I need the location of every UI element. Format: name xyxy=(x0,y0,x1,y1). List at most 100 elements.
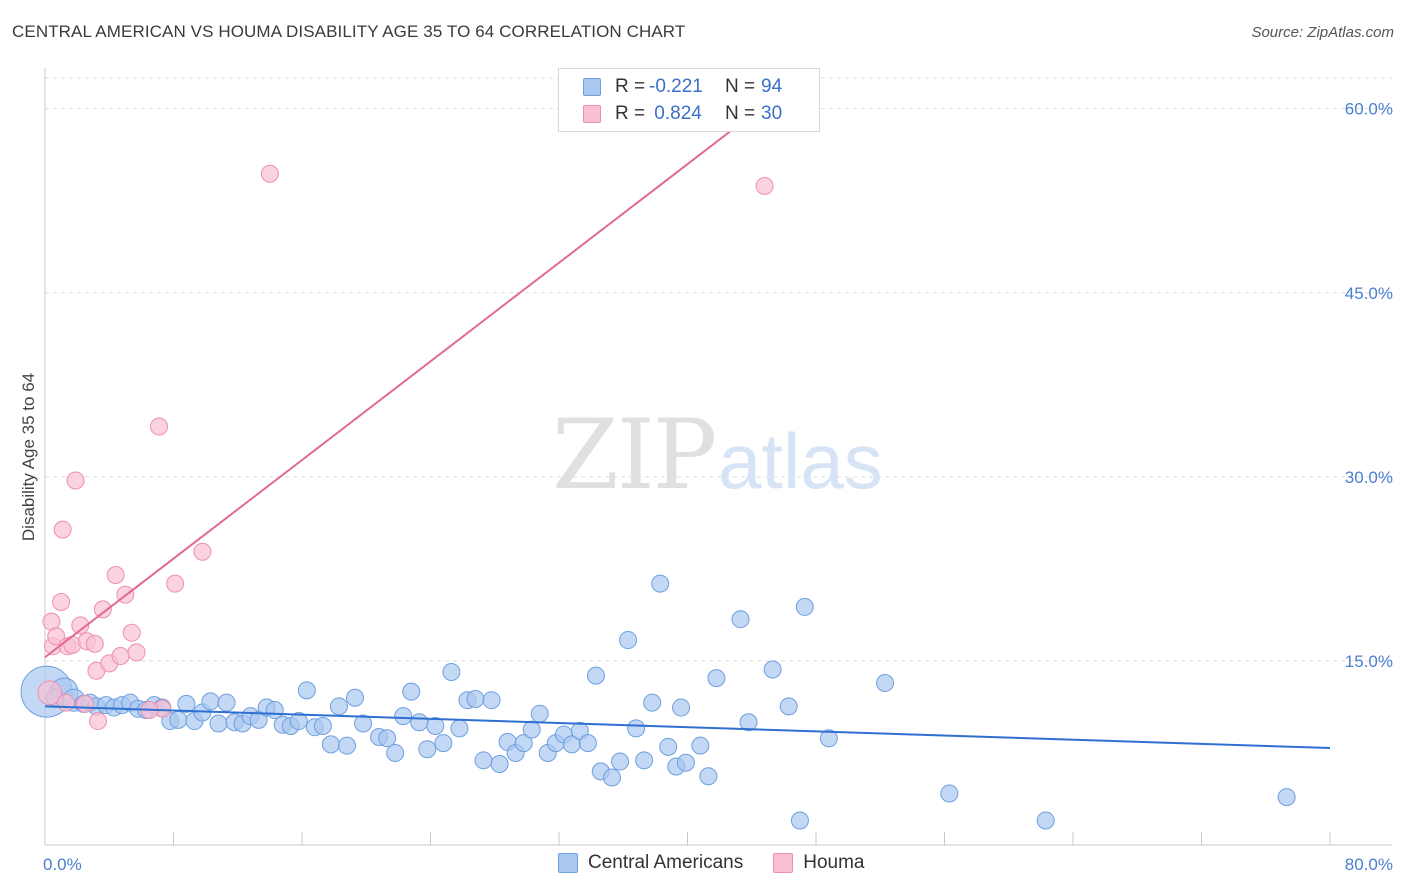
legend-swatch-blue xyxy=(558,853,578,873)
data-point xyxy=(166,574,185,593)
data-point xyxy=(53,520,72,539)
legend-swatch-pink xyxy=(773,853,794,873)
data-point xyxy=(56,693,75,712)
data-point xyxy=(442,662,461,681)
data-point xyxy=(426,716,445,735)
data-point xyxy=(490,755,509,774)
watermark: ZIP atlas xyxy=(552,399,883,511)
data-point xyxy=(122,623,141,642)
data-point xyxy=(731,610,750,629)
tick-labels: 15.0% 30.0% 45.0% 60.0% 0.0% 80.0% xyxy=(43,100,1393,874)
data-point xyxy=(643,693,662,712)
data-point xyxy=(578,734,597,753)
legend-r-value: -0.221 xyxy=(649,76,703,97)
data-point xyxy=(209,714,228,733)
data-point xyxy=(150,417,169,436)
chart-title: CENTRAL AMERICAN VS HOUMA DISABILITY AGE… xyxy=(12,22,686,41)
data-point xyxy=(659,737,678,756)
data-point xyxy=(76,694,95,713)
x-tick-label: 0.0% xyxy=(43,855,82,874)
series-central-americans xyxy=(20,574,1296,830)
data-point xyxy=(127,643,146,662)
data-point xyxy=(530,704,549,723)
data-point xyxy=(1036,811,1055,830)
legend-n-label: N = xyxy=(725,103,756,124)
data-point xyxy=(289,712,308,731)
trend-line-houma xyxy=(44,107,761,659)
data-point xyxy=(37,680,63,706)
data-point xyxy=(514,734,533,753)
data-point xyxy=(876,674,895,693)
data-point xyxy=(474,751,493,770)
data-point xyxy=(611,752,630,771)
data-point xyxy=(522,720,541,739)
data-point xyxy=(354,714,373,733)
data-point xyxy=(177,694,196,713)
legend-n-label: N = xyxy=(725,76,756,97)
y-tick-label: 30.0% xyxy=(1345,468,1393,487)
data-point xyxy=(707,669,726,688)
legend-n-value: 30 xyxy=(761,103,783,124)
data-point xyxy=(394,707,413,726)
legend-n-value: 94 xyxy=(761,76,783,97)
series-legend: Central Americans Houma xyxy=(558,852,894,874)
data-point xyxy=(651,574,670,593)
data-point xyxy=(635,751,654,770)
legend-row-houma: R = 0.824 N = 30 xyxy=(583,102,782,126)
legend-swatch-pink xyxy=(583,105,601,123)
data-point xyxy=(619,631,638,650)
legend-r-value: 0.824 xyxy=(649,103,702,124)
data-point xyxy=(169,710,188,729)
data-point xyxy=(586,666,605,685)
stats-legend: R = -0.221 N = 94 R = 0.824 N = 30 xyxy=(558,68,820,132)
series-houma xyxy=(37,164,774,731)
data-point xyxy=(672,698,691,717)
data-point xyxy=(201,692,220,711)
data-point xyxy=(691,736,710,755)
data-point xyxy=(329,697,348,716)
data-point xyxy=(52,593,71,612)
x-tick-label: 80.0% xyxy=(1345,855,1393,874)
data-point xyxy=(217,693,236,712)
data-point xyxy=(313,716,332,735)
data-point xyxy=(763,660,782,679)
data-point xyxy=(71,616,90,635)
legend-swatch-blue xyxy=(583,78,601,96)
legend-r-label: R = xyxy=(615,103,646,124)
data-point xyxy=(386,743,405,762)
data-point xyxy=(265,701,284,720)
data-point xyxy=(418,740,437,759)
data-point xyxy=(755,176,774,195)
data-point xyxy=(297,681,316,700)
chart-source: Source: ZipAtlas.com xyxy=(1251,24,1394,41)
data-point xyxy=(346,688,365,707)
data-point xyxy=(410,713,429,732)
data-point xyxy=(1277,788,1296,807)
data-point xyxy=(434,734,453,753)
data-point xyxy=(93,600,112,619)
data-point xyxy=(260,164,279,183)
data-point xyxy=(627,719,646,738)
trend-lines xyxy=(44,107,1331,750)
data-point xyxy=(111,647,130,666)
legend-row-central-americans: R = -0.221 N = 94 xyxy=(583,75,782,99)
data-point xyxy=(676,753,695,772)
legend-item-houma: Houma xyxy=(773,852,864,874)
legend-item-central-americans: Central Americans xyxy=(558,852,743,874)
data-point xyxy=(603,768,622,787)
watermark-zip: ZIP xyxy=(552,399,715,511)
data-point xyxy=(739,713,758,732)
data-point xyxy=(795,597,814,616)
data-point xyxy=(106,566,125,585)
y-tick-label: 15.0% xyxy=(1345,652,1393,671)
data-point xyxy=(940,784,959,803)
legend-r-label: R = xyxy=(615,76,646,97)
legend-label-central-americans: Central Americans xyxy=(588,852,744,873)
data-point xyxy=(450,719,469,738)
y-tick-label: 45.0% xyxy=(1345,284,1393,303)
data-point xyxy=(66,471,85,490)
trend-line-central-americans xyxy=(44,705,1331,750)
watermark-atlas: atlas xyxy=(718,417,883,505)
data-point xyxy=(85,634,104,653)
data-point xyxy=(321,735,340,754)
